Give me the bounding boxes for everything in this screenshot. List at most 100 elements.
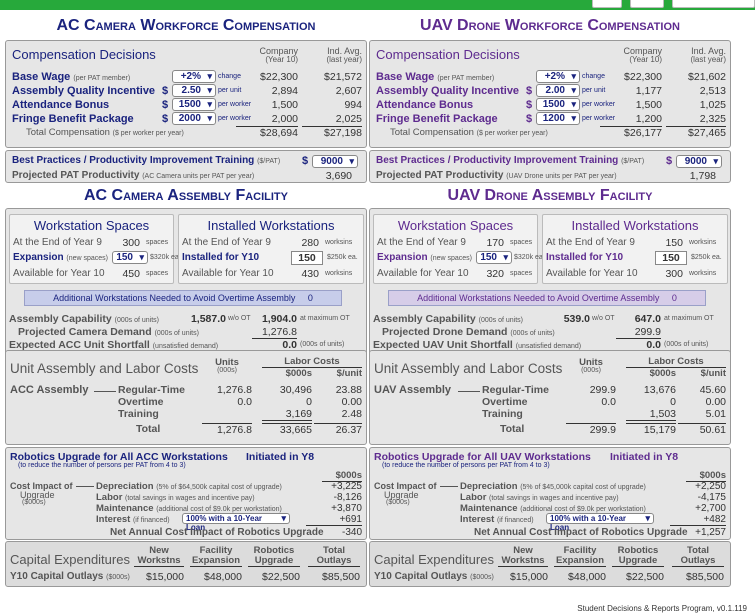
best-practices-select[interactable]: 9000	[312, 155, 358, 168]
ws-avail-unit: spaces	[510, 270, 533, 277]
best-practices-select[interactable]: 9000	[676, 155, 722, 168]
expansion-select[interactable]: 150	[476, 251, 512, 264]
bracket-line	[458, 391, 480, 392]
labor-row-label: Overtime	[482, 396, 528, 408]
comp-row-label: Attendance Bonus	[12, 99, 110, 111]
comp-row-select[interactable]: 2000	[172, 112, 216, 125]
workforce-compensation-title: AC Camera Workforce Compensation	[56, 17, 316, 34]
capability-max-ot: 1,904.0	[261, 313, 297, 325]
expansion-select[interactable]: 150	[112, 251, 148, 264]
iw-end-label: At the End of Year 9	[546, 237, 635, 248]
toolbar-button-2[interactable]	[630, 0, 664, 8]
labor-costs-panel: Unit Assembly and Labor Costs Units (000…	[5, 350, 367, 445]
total-cost-000s: 33,665	[262, 423, 312, 436]
comp-row-ind: $21,572	[324, 71, 362, 83]
capex-total-outlays: $85,500	[322, 571, 360, 583]
ws-expansion-label: Expansion (new spaces)	[13, 252, 108, 263]
iw-end-value: 280	[301, 237, 319, 249]
comp-row-select[interactable]: 2.00	[536, 84, 580, 97]
installed-y10-label: Installed for Y10	[182, 252, 260, 263]
assembly-capability-label: Assembly Capability (000s of units)	[9, 313, 159, 325]
iw-avail-unit: worksins	[689, 270, 717, 277]
net-impact-value: -340	[341, 527, 362, 538]
comp-row-select[interactable]: 2.50	[172, 84, 216, 97]
total-units: 299.9	[566, 423, 616, 436]
comp-row-select[interactable]: 1500	[172, 98, 216, 111]
capability-wo-ot: 1,587.0	[190, 313, 226, 325]
shortfall-unit: (000s of units)	[664, 341, 709, 348]
robotics-panel: Robotics Upgrade for All ACC Workstation…	[5, 447, 367, 540]
robotics-header: Robotics Upgrade for All ACC Workstation…	[10, 451, 228, 463]
labor-row-label: Training	[118, 408, 159, 420]
projected-productivity-label: Projected PAT Productivity (AC Camera un…	[12, 170, 255, 181]
labor-row-cost-per-unit: 23.88	[335, 384, 362, 396]
labor-row-cost-000s: 30,496	[279, 384, 312, 396]
ws-avail-label: Available for Year 10	[377, 268, 469, 279]
comp-row-company: 1,200	[635, 113, 662, 125]
comp-row-unit: change	[218, 73, 241, 80]
comp-row-select[interactable]: 1500	[536, 98, 580, 111]
capex-total-outlays: $85,500	[686, 571, 724, 583]
assembly-capability-label: Assembly Capability (000s of units)	[373, 313, 523, 325]
cost-impact-label: Cost Impact of	[374, 481, 437, 491]
toolbar-button-1[interactable]	[592, 0, 622, 8]
capex-row-label: Y10 Capital Outlays ($000s)	[374, 571, 494, 582]
assembly-row-label: ACC Assembly	[10, 384, 89, 396]
projected-productivity-label: Projected PAT Productivity (UAV Drone un…	[376, 170, 617, 181]
robotics-row-label: Labor (total savings in wages and incent…	[96, 492, 255, 503]
capability-wo-ot-unit: w/o OT	[592, 315, 615, 322]
ws-end-label: At the End of Year 9	[377, 237, 466, 248]
net-impact-label: Net Annual Cost Impact of Robotics Upgra…	[474, 527, 688, 538]
comp-row-company: 1,177	[635, 85, 662, 97]
installed-y10-input[interactable]: 150	[655, 251, 687, 265]
facility-panel: Workstation Spaces At the End of Year 9 …	[5, 208, 367, 355]
iw-end-unit: worksins	[689, 239, 717, 246]
capex-header: Capital Expenditures	[10, 552, 130, 567]
projected-demand-label: Projected Drone Demand (000s of units)	[382, 326, 555, 338]
robotics-row-label: Maintenance (additional cost of $9.0k pe…	[96, 503, 282, 514]
comp-row-select[interactable]: +2%	[172, 70, 216, 83]
iw-end-label: At the End of Year 9	[182, 237, 271, 248]
ws-expansion-label: Expansion (new spaces)	[377, 252, 472, 263]
loan-select[interactable]: 100% with a 10-Year Loan	[546, 513, 654, 532]
comp-row-select[interactable]: 1200	[536, 112, 580, 125]
comp-row-ind: $21,602	[688, 71, 726, 83]
bracket-line	[94, 391, 116, 392]
installed-workstations-header: Installed Workstations	[571, 218, 699, 233]
comp-row-company: 1,500	[635, 99, 662, 111]
iw-avail-unit: worksins	[325, 270, 353, 277]
expansion-cost: $320k ea.	[514, 254, 545, 261]
iw-avail-value: 430	[301, 268, 319, 280]
expansion-cost: $320k ea.	[150, 254, 181, 261]
comp-row-ind: 2,325	[699, 113, 726, 125]
installed-y10-input[interactable]: 150	[291, 251, 323, 265]
loan-select[interactable]: 100% with a 10-Year Loan	[182, 513, 290, 532]
comp-row-dollar: $	[162, 113, 169, 125]
iw-avail-value: 300	[665, 268, 683, 280]
compensation-panel: Compensation Decisions Company (Year 10)…	[5, 40, 367, 148]
capex-row-label: Y10 Capital Outlays ($000s)	[10, 571, 130, 582]
total-cost-000s: 15,179	[626, 423, 676, 436]
toolbar-button-3[interactable]	[672, 0, 755, 8]
comp-row-label: Attendance Bonus	[376, 99, 474, 111]
robotics-initiated: Initiated in Y8	[610, 451, 679, 463]
labor-costs-colheader: Labor Costs	[626, 356, 726, 368]
col-company-header: Company	[259, 46, 298, 56]
projected-demand-label: Projected Camera Demand (000s of units)	[18, 326, 199, 338]
capex-h2: Facility	[563, 545, 597, 556]
capex-h4b: Outlays	[672, 555, 724, 567]
capex-h2b: Expansion	[190, 555, 242, 567]
labor-row-units: 299.9	[589, 384, 616, 396]
shortfall-label: Expected ACC Unit Shortfall (unsatisfied…	[9, 339, 219, 351]
comp-row-label: Fringe Benefit Package	[12, 113, 134, 125]
cost-impact-label-2: Upgrade	[384, 490, 419, 500]
installed-workstations-header: Installed Workstations	[207, 218, 335, 233]
comp-row-select[interactable]: +2%	[536, 70, 580, 83]
cost-per-unit-header: $/unit	[336, 368, 362, 379]
comp-row-ind: 2,513	[699, 85, 726, 97]
comp-row-company: 2,894	[271, 85, 298, 97]
compensation-header: Compensation Decisions	[12, 47, 156, 62]
capability-wo-ot-unit: w/o OT	[228, 315, 251, 322]
capability-max-ot-unit: at maximum OT	[664, 315, 714, 322]
comp-row-dollar: $	[526, 113, 533, 125]
